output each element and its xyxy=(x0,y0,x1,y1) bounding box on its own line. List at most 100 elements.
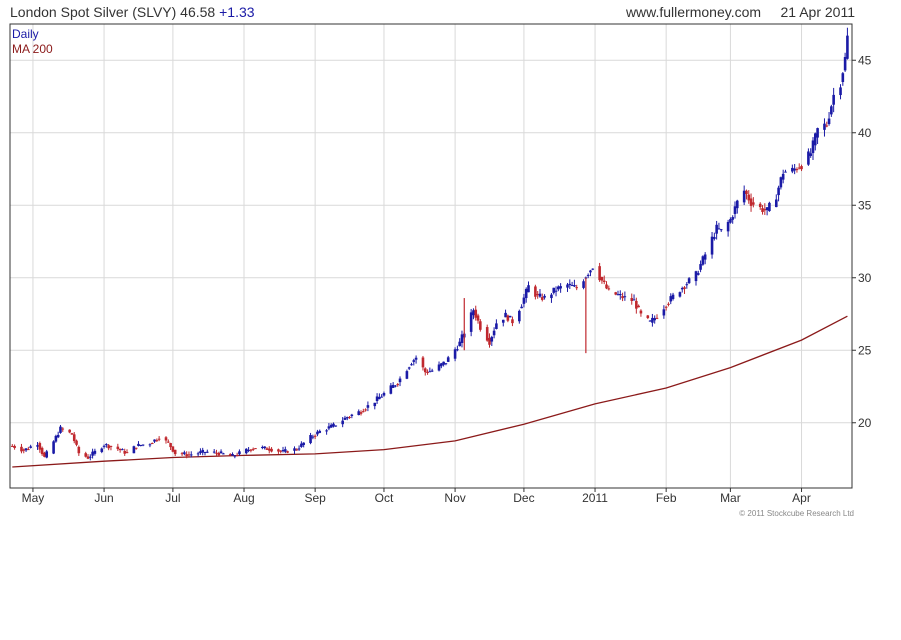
candle-body xyxy=(428,371,432,373)
candle-body xyxy=(843,57,847,71)
candle-body xyxy=(816,128,819,138)
candle-body xyxy=(827,118,831,125)
x-axis: May Jun Jul Aug Sep Oct Nov Dec 2011 Feb Mar Apr xyxy=(22,488,811,505)
candle-body xyxy=(511,319,514,324)
candle-body xyxy=(93,450,97,454)
candle-body xyxy=(630,298,634,301)
candle-body xyxy=(832,94,835,105)
candle-body xyxy=(655,317,659,319)
daily-candle xyxy=(630,293,634,305)
candle-body xyxy=(807,151,810,165)
ma-200-line xyxy=(12,315,848,468)
candle-body xyxy=(839,87,842,96)
daily-candle xyxy=(206,449,209,454)
daily-candle xyxy=(267,446,271,454)
x-tick-label: Mar xyxy=(720,491,741,505)
daily-candle xyxy=(485,324,489,342)
candle-body xyxy=(157,438,161,440)
candle-body xyxy=(735,200,739,209)
candle-body xyxy=(24,448,28,451)
candle-body xyxy=(380,396,383,398)
daily-candle xyxy=(527,281,530,293)
daily-candle xyxy=(534,284,537,300)
x-tick-label: Sep xyxy=(304,491,326,505)
x-tick-label: Jul xyxy=(165,491,180,505)
y-tick-label: 35 xyxy=(858,198,872,212)
daily-candle xyxy=(832,87,835,113)
daily-candle xyxy=(729,217,732,224)
daily-candle xyxy=(453,347,457,362)
daily-candle xyxy=(430,368,434,372)
daily-candle xyxy=(618,290,622,300)
candle-body xyxy=(231,454,234,456)
candle-body xyxy=(332,423,335,427)
candle-body xyxy=(458,341,461,347)
daily-candle xyxy=(538,289,542,298)
daily-candle xyxy=(77,445,81,456)
candle-body xyxy=(696,273,700,275)
daily-candle xyxy=(141,444,145,447)
y-tick-label: 30 xyxy=(858,271,872,285)
daily-candle xyxy=(683,286,686,294)
candle-body xyxy=(683,287,686,289)
candle-body xyxy=(235,455,239,457)
y-tick-label: 45 xyxy=(858,53,872,67)
candle-body xyxy=(84,453,88,457)
daily-candle xyxy=(669,293,673,305)
candle-body xyxy=(396,384,400,386)
candle-body xyxy=(212,451,216,453)
daily-candle xyxy=(646,314,650,320)
daily-candle xyxy=(343,415,347,421)
daily-candle xyxy=(651,313,654,327)
daily-candle xyxy=(557,285,560,292)
daily-candle xyxy=(474,305,478,321)
daily-candle xyxy=(605,281,608,290)
daily-candle xyxy=(749,193,753,212)
daily-candle xyxy=(59,424,62,434)
candle-body xyxy=(38,443,42,450)
daily-candle xyxy=(150,442,154,445)
candle-body xyxy=(318,430,322,433)
daily-candle xyxy=(586,273,590,279)
daily-candle xyxy=(270,447,273,453)
daily-candle xyxy=(311,434,315,440)
daily-candle xyxy=(768,201,771,212)
daily-candle xyxy=(72,432,76,444)
candle-body xyxy=(68,429,71,433)
daily-candle xyxy=(183,450,186,456)
candle-body xyxy=(715,224,718,234)
x-tick-label: Jun xyxy=(94,491,113,505)
candle-body xyxy=(538,293,542,297)
candle-body xyxy=(639,310,643,314)
candle-body xyxy=(245,448,248,454)
daily-candle xyxy=(362,408,365,413)
candle-body xyxy=(233,455,237,457)
candle-body xyxy=(199,451,202,453)
daily-candle xyxy=(137,441,140,447)
daily-candle xyxy=(29,444,32,449)
candle-body xyxy=(495,323,498,329)
daily-candle xyxy=(40,446,44,456)
daily-candle xyxy=(396,383,400,387)
candle-body xyxy=(694,271,698,282)
candle-body xyxy=(309,435,312,444)
candle-body xyxy=(426,372,429,373)
daily-candle xyxy=(495,319,498,330)
candle-body xyxy=(263,446,266,449)
candle-body xyxy=(614,292,617,295)
candle-body xyxy=(121,449,124,451)
y-axis: 20 25 30 35 40 45 xyxy=(852,53,872,430)
chart-date: 21 Apr 2011 xyxy=(780,4,855,20)
candle-body xyxy=(316,431,319,435)
candle-body xyxy=(311,436,315,438)
candle-body xyxy=(632,299,636,301)
daily-candle xyxy=(407,366,411,371)
daily-candle xyxy=(472,308,475,320)
daily-candle xyxy=(412,358,416,366)
candle-body xyxy=(710,236,714,255)
daily-candle xyxy=(93,448,97,456)
daily-candle xyxy=(735,199,739,214)
candle-body xyxy=(40,447,44,455)
candle-body xyxy=(749,198,753,206)
x-tick-label: Feb xyxy=(656,491,677,505)
